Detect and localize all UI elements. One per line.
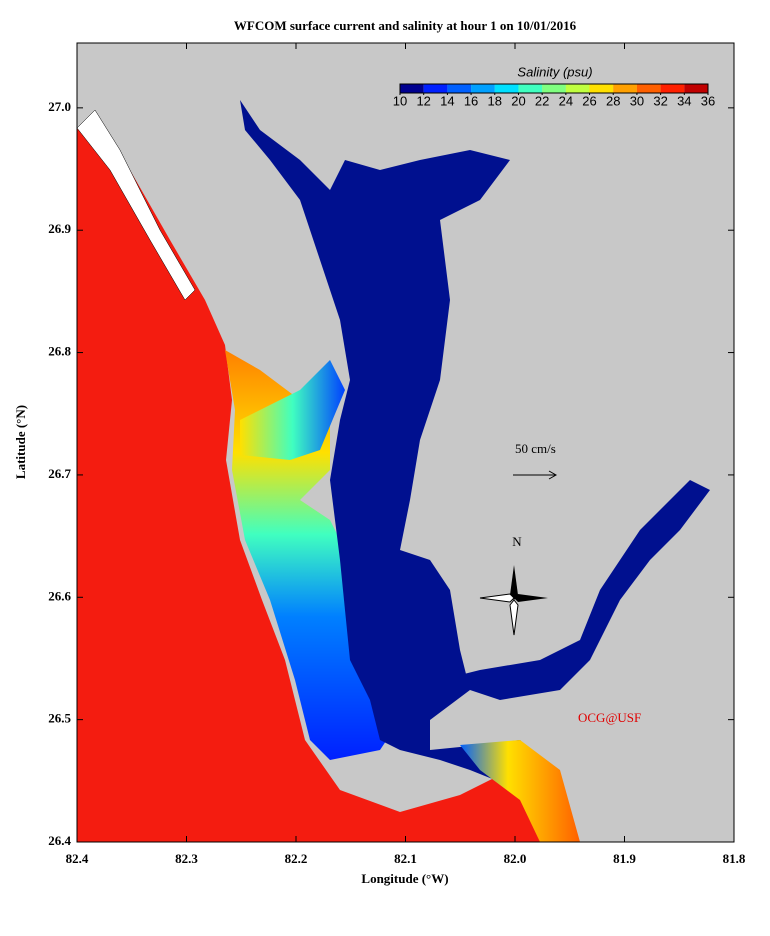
y-tick-label: 26.8 — [48, 344, 71, 359]
colorbar-tick-label: 14 — [440, 93, 454, 108]
charlotte-harbor — [240, 100, 550, 790]
colorbar-segment — [447, 84, 472, 93]
x-tick-label: 81.8 — [723, 851, 746, 866]
x-tick-label: 82.0 — [504, 851, 527, 866]
colorbar-frame — [399, 83, 709, 94]
credit: OCG@USF — [578, 710, 641, 725]
y-tick-label: 27.0 — [48, 99, 71, 114]
y-axis-label: Latitude (°N) — [13, 405, 28, 479]
north-label: N — [512, 534, 522, 549]
y-tick-label: 26.4 — [48, 833, 71, 848]
y-tick-label: 26.9 — [48, 221, 71, 236]
scale-arrow — [513, 470, 558, 480]
y-tick-label: 26.6 — [48, 588, 71, 603]
y-tick-label: 26.7 — [48, 466, 71, 481]
colorbar-tick-label: 18 — [488, 93, 502, 108]
x-axis-label: Longitude (°W) — [361, 871, 448, 886]
x-tick-label: 81.9 — [613, 851, 636, 866]
x-tick-label: 82.3 — [175, 851, 198, 866]
colorbar-tick-label: 26 — [582, 93, 596, 108]
colorbar-segment — [400, 84, 424, 93]
colorbar-segment — [636, 84, 661, 93]
colorbar-tick-label: 30 — [630, 93, 644, 108]
compass — [479, 565, 548, 636]
colorbar-segment — [423, 84, 448, 93]
colorbar-segment — [660, 84, 685, 93]
x-tick-label: 82.1 — [394, 851, 417, 866]
colorbar-tick-label: 34 — [677, 93, 691, 108]
barrier-island — [76, 109, 196, 301]
river-mouth — [460, 740, 580, 842]
colorbar-segment — [494, 84, 519, 93]
colorbar-tick-label: 16 — [464, 93, 478, 108]
colorbar-tick-label: 28 — [606, 93, 620, 108]
x-tick-label: 82.2 — [285, 851, 308, 866]
harbor-mouth — [240, 360, 345, 460]
y-tick-label: 26.5 — [48, 711, 71, 726]
colorbar-tick-label: 12 — [416, 93, 430, 108]
colorbar-label: Salinity (psu) — [517, 64, 592, 79]
colorbar-segment — [518, 84, 543, 93]
title: WFCOM surface current and salinity at ho… — [234, 18, 577, 33]
colorbar-segment — [542, 84, 566, 93]
colorbar-tick-label: 24 — [559, 93, 573, 108]
colorbar-segment — [684, 84, 708, 93]
colorbar-tick-label: 10 — [393, 93, 407, 108]
scale-label: 50 cm/s — [515, 441, 556, 456]
gulf-water — [77, 118, 560, 842]
x-tick-label: 82.4 — [66, 851, 89, 866]
map-area — [76, 43, 734, 842]
colorbar-segment — [589, 84, 614, 93]
colorbar-segment — [565, 84, 590, 93]
colorbar-segment — [613, 84, 637, 93]
colorbar-tick-label: 22 — [535, 93, 549, 108]
colorbar-segment — [471, 84, 495, 93]
colorbar-tick-label: 36 — [701, 93, 715, 108]
caloosahatchee-river — [440, 480, 710, 700]
colorbar-tick-label: 32 — [653, 93, 667, 108]
colorbar-tick-label: 20 — [511, 93, 525, 108]
